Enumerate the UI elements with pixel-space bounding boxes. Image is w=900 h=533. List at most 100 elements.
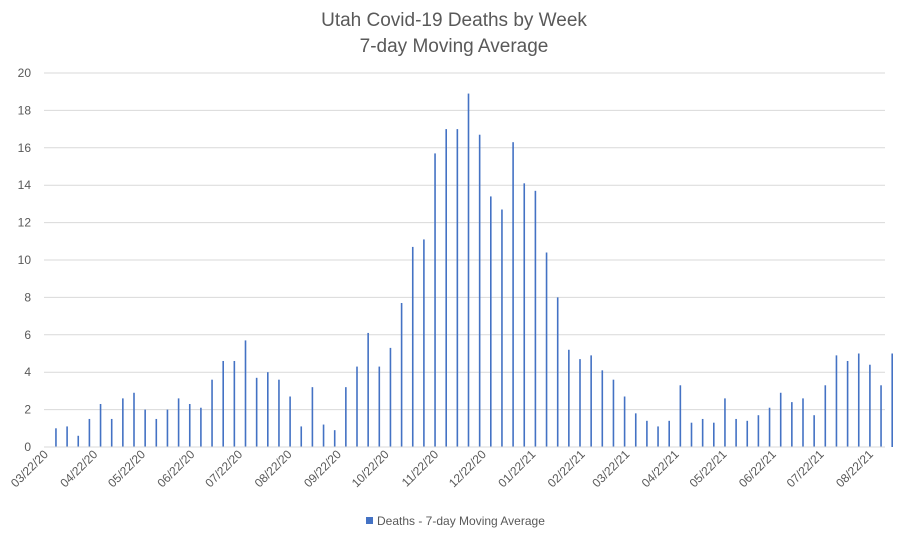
bar [556, 297, 559, 447]
x-tick-label: 07/22/20 [202, 447, 245, 490]
y-tick-label: 4 [24, 365, 31, 379]
bar [356, 366, 358, 447]
bar [679, 385, 682, 447]
legend-label: Deaths - 7-day Moving Average [377, 514, 545, 528]
bar [623, 396, 626, 447]
bar [846, 360, 849, 447]
bar [311, 387, 314, 447]
bar [456, 129, 459, 447]
bar [791, 402, 793, 447]
bar [267, 372, 269, 447]
chart-title: Utah Covid-19 Deaths by Week [321, 10, 587, 31]
bar [534, 190, 537, 447]
bar [144, 409, 146, 447]
y-axis: 0 2 4 6 8 10 12 14 16 18 20 [18, 66, 32, 454]
bar [188, 403, 191, 447]
y-tick-label: 8 [24, 290, 31, 304]
x-tick-label: 12/22/20 [446, 447, 489, 490]
legend-swatch [366, 517, 373, 524]
bar [177, 398, 180, 447]
x-tick-label: 04/22/20 [57, 447, 100, 490]
bar [523, 183, 526, 447]
y-tick-label: 14 [18, 178, 32, 192]
x-tick-label: 01/22/21 [495, 447, 538, 490]
bar [490, 196, 492, 447]
bar [579, 359, 581, 447]
bar [746, 420, 749, 447]
bar [300, 426, 303, 447]
x-tick-label: 06/22/21 [736, 447, 779, 490]
x-tick-label: 09/22/20 [301, 447, 344, 490]
chart-subtitle: 7-day Moving Average [360, 36, 549, 57]
x-tick-label: 05/22/21 [687, 447, 730, 490]
x-tick-label: 06/22/20 [155, 447, 198, 490]
bar [77, 435, 80, 447]
bar [690, 422, 693, 447]
bar [289, 396, 291, 447]
bar [255, 377, 258, 447]
x-tick-label: 10/22/20 [349, 447, 392, 490]
bar [367, 332, 369, 447]
bar [869, 364, 871, 447]
y-tick-label: 2 [24, 403, 31, 417]
bar [233, 360, 236, 447]
bar [200, 407, 202, 447]
bar [802, 398, 804, 447]
bar [724, 398, 726, 447]
x-tick-label: 08/22/20 [252, 447, 295, 490]
x-tick-label: 07/22/21 [784, 447, 827, 490]
x-tick-label: 03/22/21 [589, 447, 632, 490]
y-tick-label: 20 [18, 66, 32, 80]
bar [155, 418, 158, 447]
y-tick-label: 12 [18, 216, 32, 230]
bar [545, 252, 548, 447]
bar [211, 379, 213, 447]
x-axis: 03/22/20 04/22/20 05/22/20 06/22/20 07/22/20… [8, 447, 876, 490]
bar [322, 424, 325, 447]
x-tick-label: 08/22/21 [833, 447, 876, 490]
bar [389, 347, 392, 447]
bar [55, 428, 57, 447]
bar [891, 353, 893, 447]
bar [88, 418, 91, 447]
bar [880, 385, 882, 447]
bar [378, 366, 381, 447]
bar [445, 129, 447, 447]
bar [668, 420, 670, 447]
bar [66, 426, 68, 447]
bar [657, 426, 659, 447]
gridlines [44, 72, 885, 411]
x-tick-label: 04/22/21 [639, 447, 682, 490]
bar [345, 387, 347, 447]
bar [478, 134, 481, 447]
bar-series [55, 93, 893, 447]
bar [590, 355, 592, 447]
bar [835, 355, 838, 447]
bar [735, 418, 737, 447]
bar [813, 415, 815, 447]
legend: Deaths - 7-day Moving Average [366, 514, 545, 528]
bar [601, 370, 604, 447]
x-tick-label: 05/22/20 [105, 447, 148, 490]
bar [824, 385, 827, 447]
x-tick-label: 11/22/20 [399, 447, 442, 490]
bar [122, 398, 124, 447]
bar [713, 422, 715, 447]
bar [568, 349, 570, 447]
bar [278, 379, 280, 447]
bar [166, 409, 169, 447]
bar [333, 430, 336, 447]
bar [400, 303, 403, 447]
bar [99, 403, 102, 447]
bar [768, 407, 771, 447]
bar [512, 142, 514, 447]
bar [779, 392, 782, 447]
bar [434, 153, 436, 447]
y-tick-label: 0 [24, 440, 31, 454]
bar [133, 392, 135, 447]
bar [467, 93, 470, 447]
bar [612, 379, 615, 447]
bar [634, 413, 637, 447]
bar [857, 353, 860, 447]
